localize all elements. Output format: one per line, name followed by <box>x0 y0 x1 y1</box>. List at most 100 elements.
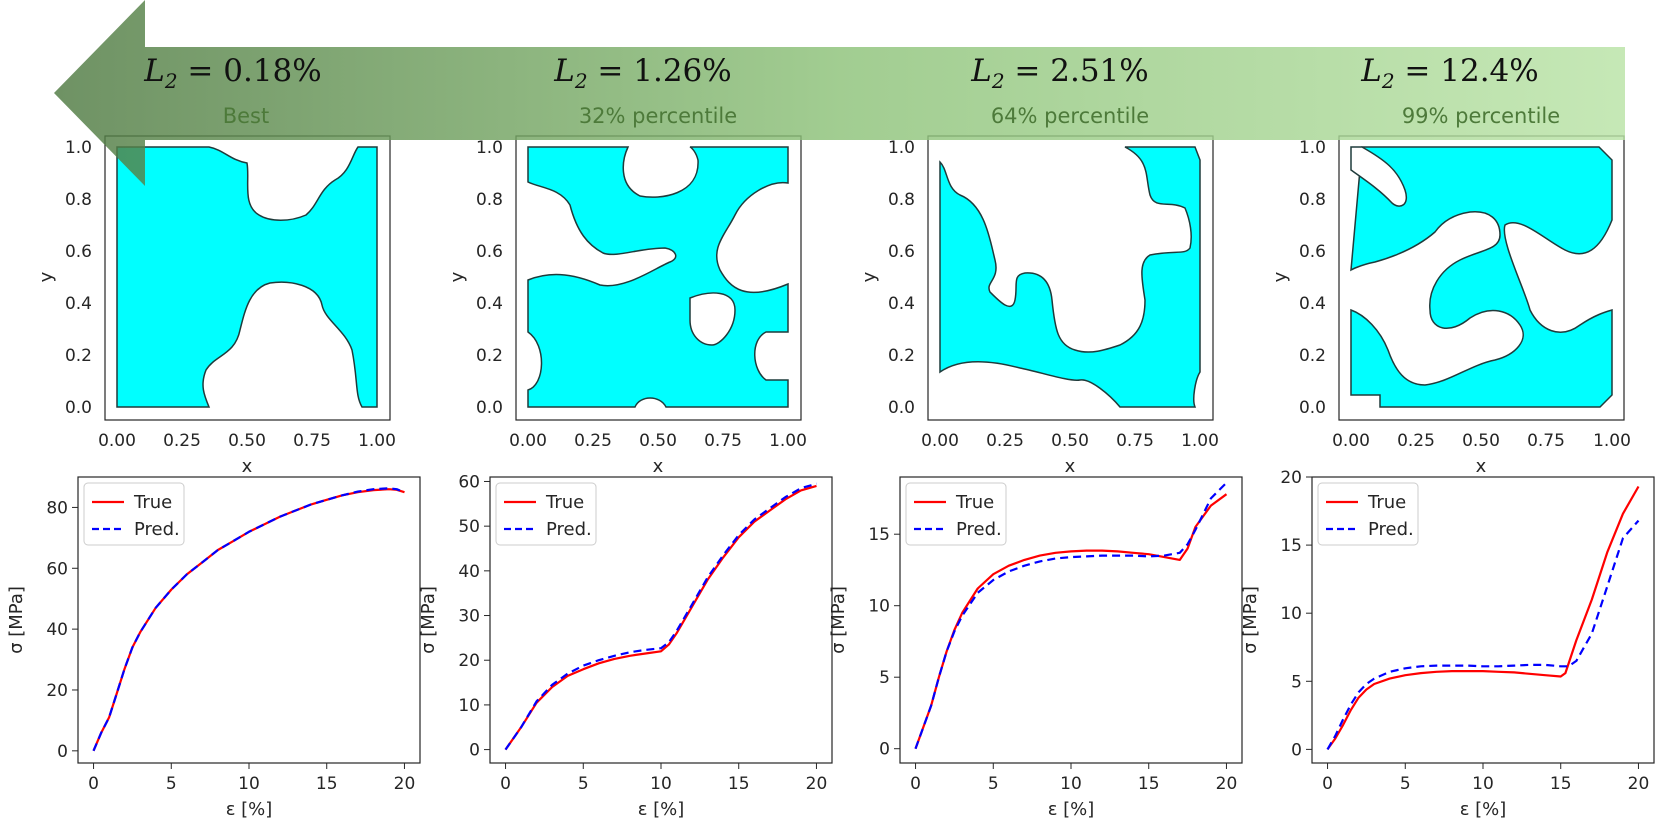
x-axis-label: ε [%] <box>1460 799 1507 820</box>
y-tick-label: 40 <box>458 562 480 582</box>
y-tick-label: 0 <box>57 742 68 762</box>
xtick-label: 0.00 <box>921 431 959 451</box>
percentile-label: 99% percentile <box>1402 104 1560 128</box>
stress-strain-chart-1: 0 5 10 15 20 0 20 40 60 80 ε [%] σ [MPa] True Pred. <box>6 476 421 820</box>
ytick-label: 0.2 <box>65 346 92 366</box>
ytick-label: 0.4 <box>476 294 503 314</box>
xtick-label: 0.50 <box>1051 431 1089 451</box>
l2-error-label: L2 = 12.4% <box>1360 53 1539 93</box>
x-tick-label: 0 <box>500 774 511 794</box>
y-tick-label: 30 <box>458 607 480 627</box>
legend-label: True <box>545 492 584 513</box>
y-tick-label: 0 <box>469 741 480 761</box>
geometry-hole <box>689 292 736 346</box>
y-tick-label: 10 <box>458 696 480 716</box>
x-axis-label: x <box>1476 456 1487 477</box>
series-line-pred <box>504 482 817 751</box>
series-line-pred <box>1326 519 1640 750</box>
ytick-label: 1.0 <box>65 138 92 158</box>
ytick-label: 0.2 <box>476 346 503 366</box>
geometry-panel-2: 0.0 0.2 0.4 0.6 0.8 1.0 0.00 0.25 0.50 0… <box>447 135 807 477</box>
x-tick-label: 20 <box>1628 774 1650 794</box>
column-header-2: L2 = 1.26% 32% percentile <box>553 53 737 128</box>
y-axis-label: y <box>36 271 57 282</box>
y-tick-label: 15 <box>868 525 890 545</box>
x-axis-label: x <box>242 456 253 477</box>
geometry-panel-3: 0.0 0.2 0.4 0.6 0.8 1.0 0.00 0.25 0.50 0… <box>859 135 1219 477</box>
ranking-arrow <box>54 0 1625 186</box>
xtick-label: 0.50 <box>639 431 677 451</box>
y-axis-label: y <box>859 271 880 282</box>
y-tick-label: 0 <box>879 740 890 760</box>
ytick-label: 0.8 <box>1299 190 1326 210</box>
chart-legend: True Pred. <box>495 482 597 546</box>
y-tick-label: 60 <box>458 472 480 492</box>
ytick-label: 0.0 <box>476 398 503 418</box>
xtick-label: 0.00 <box>509 431 547 451</box>
x-tick-label: 15 <box>316 774 338 794</box>
stress-strain-chart-3: 0 5 10 15 20 0 5 10 15 ε [%] σ [MPa] True Pred. <box>828 476 1243 820</box>
series-line-pred <box>92 487 405 752</box>
x-tick-label: 5 <box>578 774 589 794</box>
legend-label: Pred. <box>1368 519 1414 540</box>
ytick-label: 0.0 <box>65 398 92 418</box>
l2-error-label: L2 = 0.18% <box>143 53 322 93</box>
y-axis-label: σ [MPa] <box>1240 586 1261 654</box>
xtick-label: 1.00 <box>1593 431 1631 451</box>
y-tick-label: 80 <box>46 498 68 518</box>
y-tick-label: 15 <box>1280 536 1302 556</box>
y-tick-label: 0 <box>1291 740 1302 760</box>
x-tick-label: 20 <box>1216 774 1238 794</box>
xtick-label: 0.75 <box>1116 431 1154 451</box>
ytick-label: 0.6 <box>888 242 915 262</box>
xtick-label: 1.00 <box>358 431 396 451</box>
column-headers: L2 = 0.18% Best L2 = 1.26% 32% percentil… <box>143 53 1560 128</box>
geometry-panel-1: 0.0 0.2 0.4 0.6 0.8 1.0 0.00 0.25 0.50 0… <box>36 135 396 477</box>
percentile-label: 32% percentile <box>579 104 737 128</box>
ytick-label: 1.0 <box>888 138 915 158</box>
l2-error-label: L2 = 2.51% <box>970 53 1149 93</box>
y-tick-label: 5 <box>1291 672 1302 692</box>
x-tick-label: 0 <box>1322 774 1333 794</box>
x-tick-label: 15 <box>1138 774 1160 794</box>
x-tick-label: 5 <box>988 774 999 794</box>
x-tick-label: 0 <box>910 774 921 794</box>
x-tick-label: 15 <box>1550 774 1572 794</box>
ytick-label: 0.2 <box>888 346 915 366</box>
stress-strain-chart-4: 0 5 10 15 20 0 5 10 15 20 ε [%] σ [MPa] True Pred. <box>1240 468 1655 820</box>
ranking-arrow-shape <box>54 0 1625 186</box>
chart-legend: True Pred. <box>905 482 1007 546</box>
xtick-label: 0.75 <box>704 431 742 451</box>
column-header-1: L2 = 0.18% Best <box>143 53 322 128</box>
xtick-label: 0.75 <box>1527 431 1565 451</box>
ytick-label: 0.6 <box>476 242 503 262</box>
x-axis-label: ε [%] <box>1048 799 1095 820</box>
y-axis-label: y <box>1270 271 1291 282</box>
legend-label: True <box>133 492 172 513</box>
chart-legend: True Pred. <box>83 482 185 546</box>
ytick-label: 0.4 <box>65 294 92 314</box>
x-tick-label: 20 <box>394 774 416 794</box>
x-axis-label: ε [%] <box>638 799 685 820</box>
xtick-label: 0.25 <box>574 431 612 451</box>
x-tick-label: 10 <box>238 774 260 794</box>
x-tick-label: 10 <box>1472 774 1494 794</box>
y-tick-label: 60 <box>46 559 68 579</box>
stress-strain-chart-2: 0 5 10 15 20 0 10 20 30 40 50 60 ε [%] σ [MPa] True Pre… <box>418 472 833 820</box>
ytick-label: 1.0 <box>1299 138 1326 158</box>
chart-legend: True Pred. <box>1317 482 1419 546</box>
x-tick-label: 5 <box>1400 774 1411 794</box>
xtick-label: 0.25 <box>986 431 1024 451</box>
ytick-label: 0.8 <box>888 190 915 210</box>
y-tick-label: 10 <box>868 597 890 617</box>
xtick-label: 0.75 <box>293 431 331 451</box>
ytick-label: 0.4 <box>888 294 915 314</box>
l2-error-label: L2 = 1.26% <box>553 53 732 93</box>
y-tick-label: 20 <box>1280 468 1302 488</box>
geometry-hole <box>1350 146 1407 207</box>
legend-label: True <box>1367 492 1406 513</box>
geometry-panel-4: 0.0 0.2 0.4 0.6 0.8 1.0 0.00 0.25 0.50 0… <box>1270 135 1631 477</box>
column-header-3: L2 = 2.51% 64% percentile <box>970 53 1149 128</box>
y-tick-label: 40 <box>46 620 68 640</box>
x-axis-label: ε [%] <box>226 799 273 820</box>
